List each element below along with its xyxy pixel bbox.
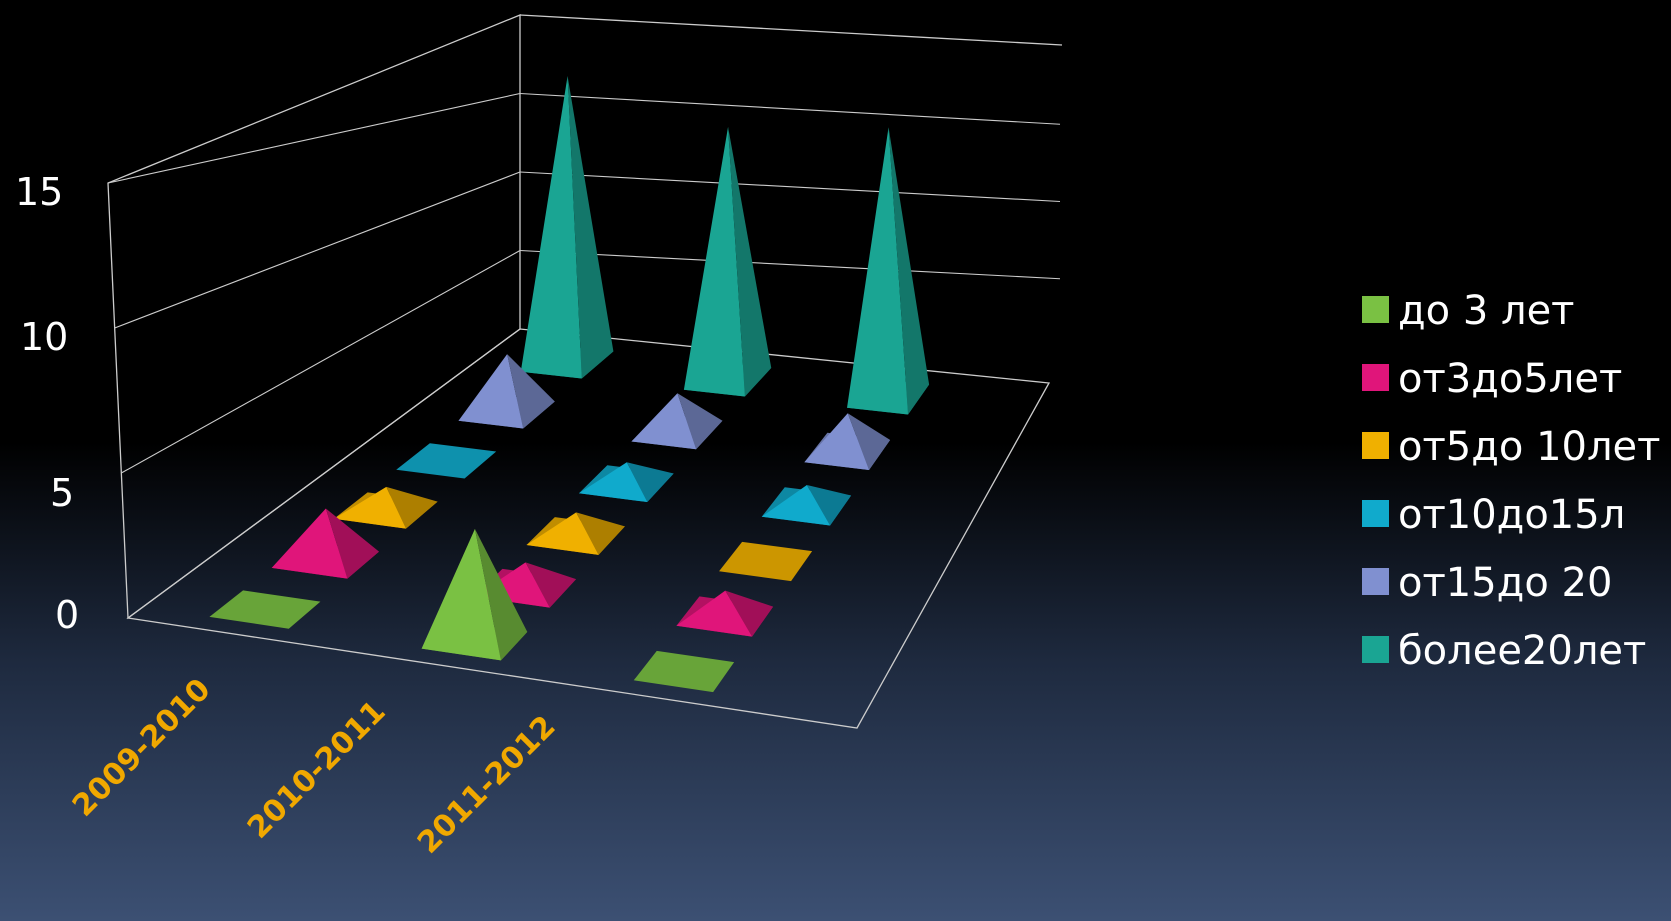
- legend-item: от15до 20: [1362, 560, 1612, 606]
- pyramid-face-front: [526, 512, 599, 555]
- pyramid-base: [633, 650, 735, 693]
- pyramid-3-1: [333, 486, 438, 529]
- legend-swatch: [1362, 636, 1389, 663]
- legend-label: от15до 20: [1398, 560, 1612, 606]
- pyramid-6-2: [683, 126, 772, 397]
- gridline-side: [107, 92, 521, 184]
- legend-item: до 3 лет: [1362, 288, 1574, 334]
- pyramid-3-3: [719, 541, 813, 582]
- pyramid-face-side: [567, 75, 614, 379]
- pyramid-face-front: [761, 485, 831, 526]
- pyramid-1-1: [209, 590, 321, 629]
- pyramid-2-1: [271, 508, 380, 579]
- pyramid-base: [396, 443, 497, 479]
- legend-swatch: [1362, 568, 1389, 595]
- gridline-back: [519, 249, 1061, 280]
- chart-walls: [107, 14, 1063, 729]
- pyramid-5-3: [804, 413, 891, 470]
- pyramid-1-3: [633, 650, 735, 693]
- pyramid-face-side: [507, 354, 555, 429]
- pyramid-4-2: [578, 462, 674, 503]
- pyramid-4-1: [396, 443, 497, 479]
- pyramid-face-side: [728, 126, 772, 397]
- pyramid-face-side: [725, 590, 774, 637]
- pyramid-face-side: [386, 486, 438, 529]
- pyramid-6-3: [847, 127, 930, 415]
- y-axis-ticks: 0 5 10 15: [15, 170, 79, 637]
- gridline-side: [114, 171, 521, 329]
- pyramid-face-side: [677, 393, 723, 450]
- x-tick-label: 2010-2011: [241, 694, 393, 846]
- y-tick-label: 0: [55, 593, 79, 637]
- legend-swatch: [1362, 500, 1389, 527]
- pyramid-face-front: [458, 354, 524, 429]
- pyramid-6-1: [520, 75, 614, 379]
- x-tick-label: 2009-2010: [66, 672, 218, 824]
- pyramid-face-front: [520, 75, 582, 379]
- legend-item: от10до15л: [1362, 492, 1625, 538]
- pyramid-4-3: [761, 485, 852, 526]
- x-axis-ticks: 2009-2010 2010-2011 2011-2012: [66, 672, 563, 861]
- pyramid-3-2: [526, 512, 625, 555]
- x-tick-label: 2011-2012: [411, 709, 563, 861]
- y-tick-label: 5: [50, 471, 74, 515]
- legend: до 3 лет от3до5лет от5до 10лет от10до15л от1…: [1362, 288, 1660, 674]
- pyramid-face-front: [631, 393, 697, 450]
- pyramid-face-side: [626, 462, 674, 503]
- pyramid-face-front: [333, 486, 406, 529]
- gridline-side: [121, 250, 521, 474]
- legend-swatch: [1362, 364, 1389, 391]
- gridline-back: [519, 171, 1061, 203]
- y-tick-label: 10: [20, 315, 68, 359]
- legend-swatch: [1362, 432, 1389, 459]
- pyramid-face-front: [271, 508, 348, 579]
- pyramid-5-2: [631, 393, 723, 450]
- pyramid-face-front: [847, 127, 909, 415]
- chart-marks: [209, 75, 930, 693]
- pyramid-base: [719, 541, 813, 582]
- legend-label: более20лет: [1398, 628, 1646, 674]
- pyramid-face-front: [804, 413, 870, 470]
- pyramid-face-side: [525, 562, 577, 608]
- legend-item: от5до 10лет: [1362, 424, 1660, 470]
- legend-label: от5до 10лет: [1398, 424, 1660, 470]
- pyramid-face-side: [847, 413, 891, 470]
- pyramid-2-3: [676, 590, 774, 637]
- legend-item: более20лет: [1362, 628, 1646, 674]
- legend-swatch: [1362, 296, 1389, 323]
- pyramid-face-front: [676, 590, 753, 637]
- pyramid-face-side: [576, 512, 625, 555]
- pyramid-face-side: [806, 485, 852, 526]
- legend-label: до 3 лет: [1398, 288, 1574, 334]
- pyramid-base: [209, 590, 321, 629]
- pyramid-face-side: [888, 127, 930, 415]
- pyramid-face-side: [474, 528, 528, 661]
- legend-label: от3до5лет: [1398, 356, 1622, 402]
- legend-label: от10до15л: [1398, 492, 1625, 538]
- pyramid-face-front: [421, 528, 501, 661]
- gridline-back: [519, 92, 1061, 125]
- pyramid-face-front: [683, 126, 745, 397]
- legend-item: от3до5лет: [1362, 356, 1622, 402]
- y-tick-label: 15: [15, 170, 63, 214]
- floor: [126, 328, 1051, 729]
- pyramid-5-1: [458, 354, 555, 429]
- pyramid-1-2: [421, 528, 528, 661]
- back-wall-edge: [519, 14, 1063, 46]
- pyramid-face-side: [325, 508, 380, 579]
- pyramid-face-front: [578, 462, 648, 503]
